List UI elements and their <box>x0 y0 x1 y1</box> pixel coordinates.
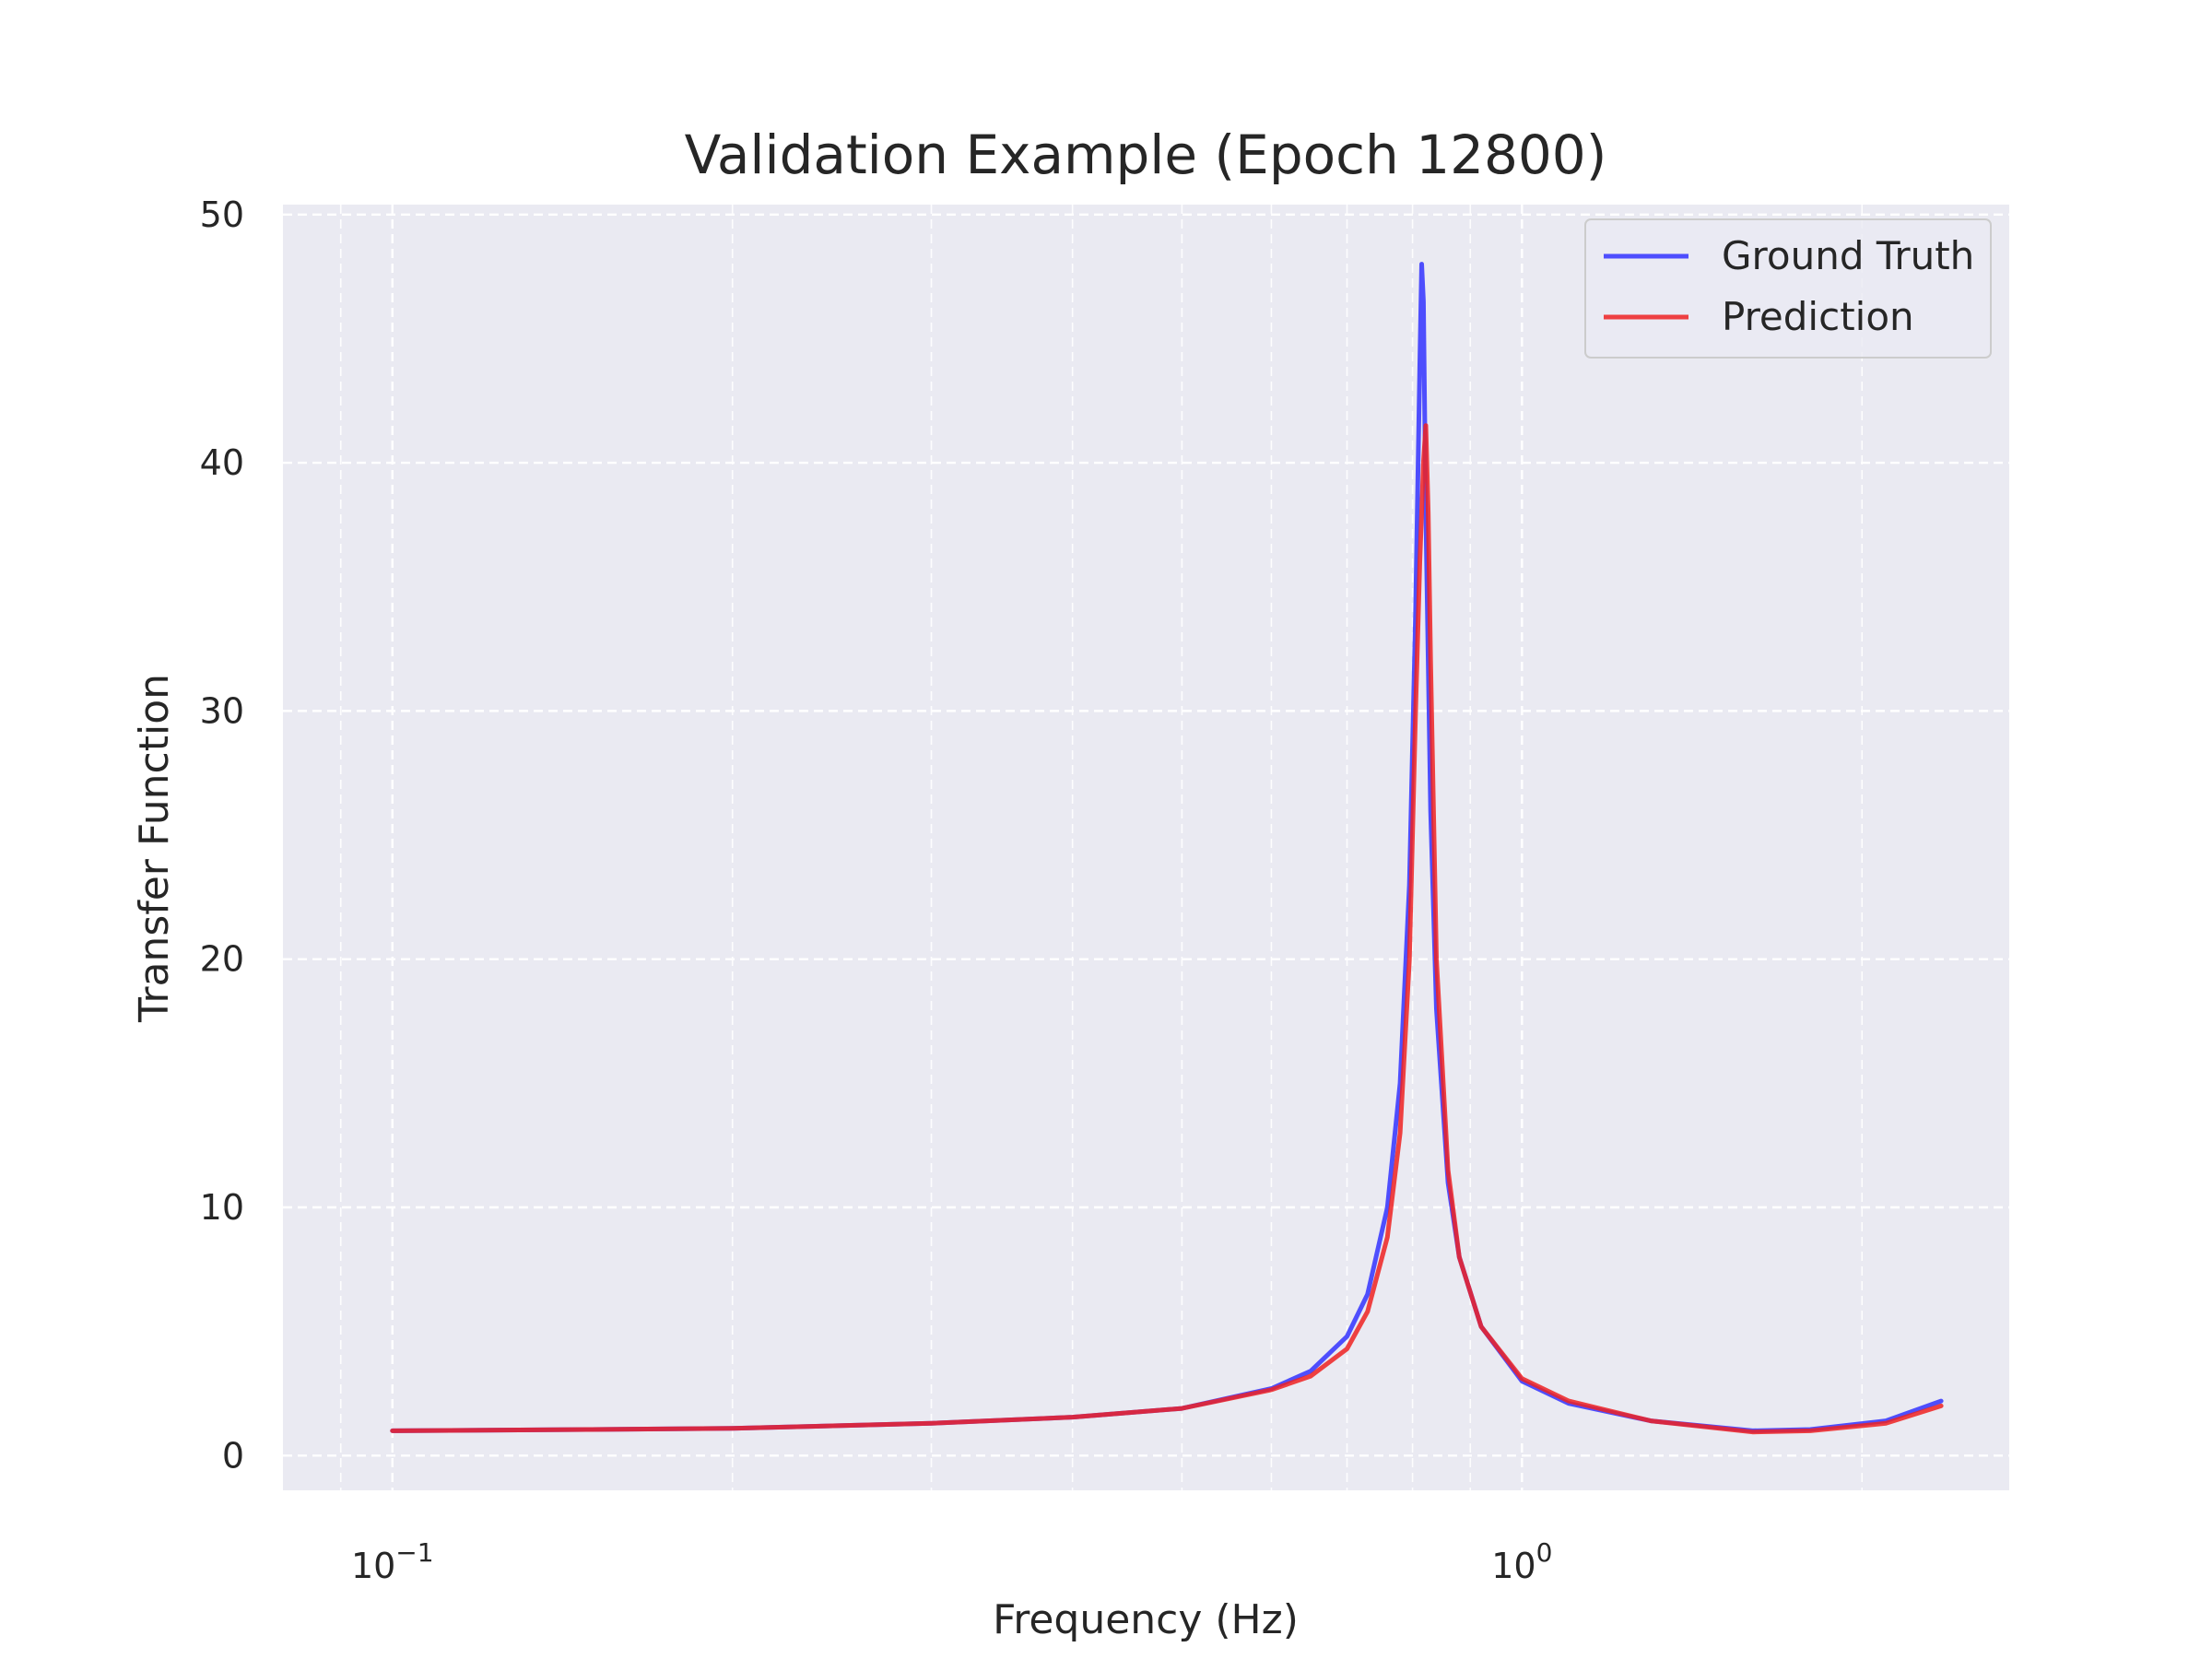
y-axis-label: Transfer Function <box>131 674 178 1023</box>
x-tick-label: 10−1 <box>351 1537 434 1586</box>
y-tick-label: 30 <box>200 690 244 731</box>
x-tick-label: 100 <box>1491 1537 1552 1586</box>
x-axis-label: Frequency (Hz) <box>993 1596 1299 1643</box>
legend-label: Ground Truth <box>1722 233 1974 278</box>
legend: Ground Truth Prediction <box>1584 218 1992 359</box>
y-tick-label: 50 <box>200 194 244 235</box>
series-line-prediction <box>390 423 1944 1435</box>
plot-area <box>283 205 2009 1490</box>
legend-label: Prediction <box>1722 294 1914 339</box>
y-tick-label: 0 <box>222 1435 244 1476</box>
y-tick-label: 40 <box>200 442 244 483</box>
chart-title: Validation Example (Epoch 12800) <box>685 124 1607 186</box>
series-layer <box>390 262 1944 1435</box>
tick-labels: 0 10 20 30 40 50 10−1 100 <box>200 194 1553 1586</box>
grid <box>283 205 2009 1490</box>
y-tick-label: 10 <box>200 1187 244 1228</box>
y-tick-label: 20 <box>200 939 244 980</box>
